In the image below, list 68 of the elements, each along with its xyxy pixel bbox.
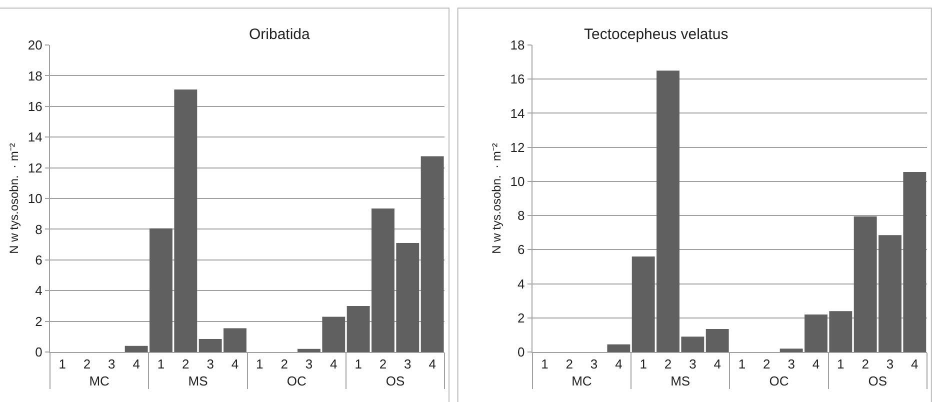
x-tick-label: 3 <box>404 356 412 372</box>
chart-title: Tectocepheus velatus <box>584 26 728 43</box>
text: OC <box>769 374 789 389</box>
text: OS <box>386 374 406 389</box>
x-tick-label: 4 <box>132 356 140 372</box>
x-tick-label: 4 <box>812 356 820 372</box>
x-tick-label: 1 <box>541 356 548 372</box>
y-tick-label: 20 <box>28 38 42 53</box>
x-tick-label: 2 <box>763 356 770 372</box>
y-tick-label: 6 <box>35 252 42 268</box>
y-tick-label: 18 <box>510 38 525 53</box>
x-tick-label: 3 <box>590 356 598 372</box>
y-tick-label: 2 <box>35 314 42 329</box>
x-tick-label: 3 <box>305 356 313 372</box>
bar <box>420 156 444 352</box>
x-tick-label: 1 <box>157 356 165 372</box>
x-tick-label: 3 <box>206 356 214 372</box>
x-tick-label: 3 <box>108 356 116 372</box>
y-tick-label: 0 <box>518 344 525 360</box>
y-tick-label: 16 <box>510 72 525 87</box>
bar <box>607 344 630 352</box>
y-tick-label: 4 <box>518 276 525 292</box>
x-tick-label: 2 <box>280 356 288 372</box>
y-tick-label: 2 <box>518 310 525 326</box>
y-tick-label: 8 <box>518 208 525 224</box>
x-tick-label: 4 <box>231 356 239 372</box>
y-tick-label: 4 <box>35 283 42 298</box>
x-tick-label: 3 <box>788 356 795 372</box>
y-tick-label: 6 <box>518 242 525 258</box>
text: MC <box>89 374 110 389</box>
chart-title: Oribatida <box>249 26 311 43</box>
text: OC <box>286 374 306 389</box>
x-tick-label: 1 <box>58 356 66 372</box>
x-tick-label: 2 <box>379 356 387 372</box>
y-tick-label: 14 <box>28 130 42 145</box>
text: MC <box>572 374 592 389</box>
y-tick-label: 12 <box>28 160 42 176</box>
bar <box>706 328 729 352</box>
x-tick-label: 4 <box>330 356 338 372</box>
y-tick-label: 0 <box>35 344 42 360</box>
y-axis-title: N w tys.osobn. · m⁻² <box>7 143 22 254</box>
y-tick-label: 16 <box>28 98 42 114</box>
x-tick-label: 2 <box>182 356 190 372</box>
text: MS <box>188 374 208 389</box>
x-tick-label: 4 <box>428 356 436 372</box>
y-tick-label: 12 <box>510 140 525 155</box>
x-tick-label: 2 <box>862 356 869 372</box>
x-tick-label: 2 <box>566 356 573 372</box>
y-axis-title: N w tys.osobn. · m⁻² <box>490 143 504 254</box>
x-tick-label: 1 <box>256 356 264 372</box>
x-tick-label: 2 <box>83 356 91 372</box>
y-tick-label: 14 <box>510 106 525 121</box>
x-tick-label: 4 <box>615 356 622 372</box>
y-tick-label: 8 <box>35 222 42 237</box>
x-tick-label: 1 <box>354 356 362 372</box>
x-tick-label: 2 <box>664 356 672 372</box>
x-tick-label: 4 <box>714 356 721 372</box>
x-tick-label: 1 <box>640 356 647 372</box>
y-tick-label: 10 <box>510 174 525 189</box>
text: OS <box>868 374 888 389</box>
x-tick-label: 1 <box>837 356 844 372</box>
x-tick-label: 3 <box>886 356 894 372</box>
y-tick-label: 10 <box>28 191 42 206</box>
text: MS <box>670 374 690 389</box>
y-tick-label: 18 <box>28 68 42 84</box>
x-tick-label: 4 <box>911 356 918 372</box>
x-tick-label: 1 <box>738 356 746 372</box>
x-tick-label: 3 <box>689 356 696 372</box>
